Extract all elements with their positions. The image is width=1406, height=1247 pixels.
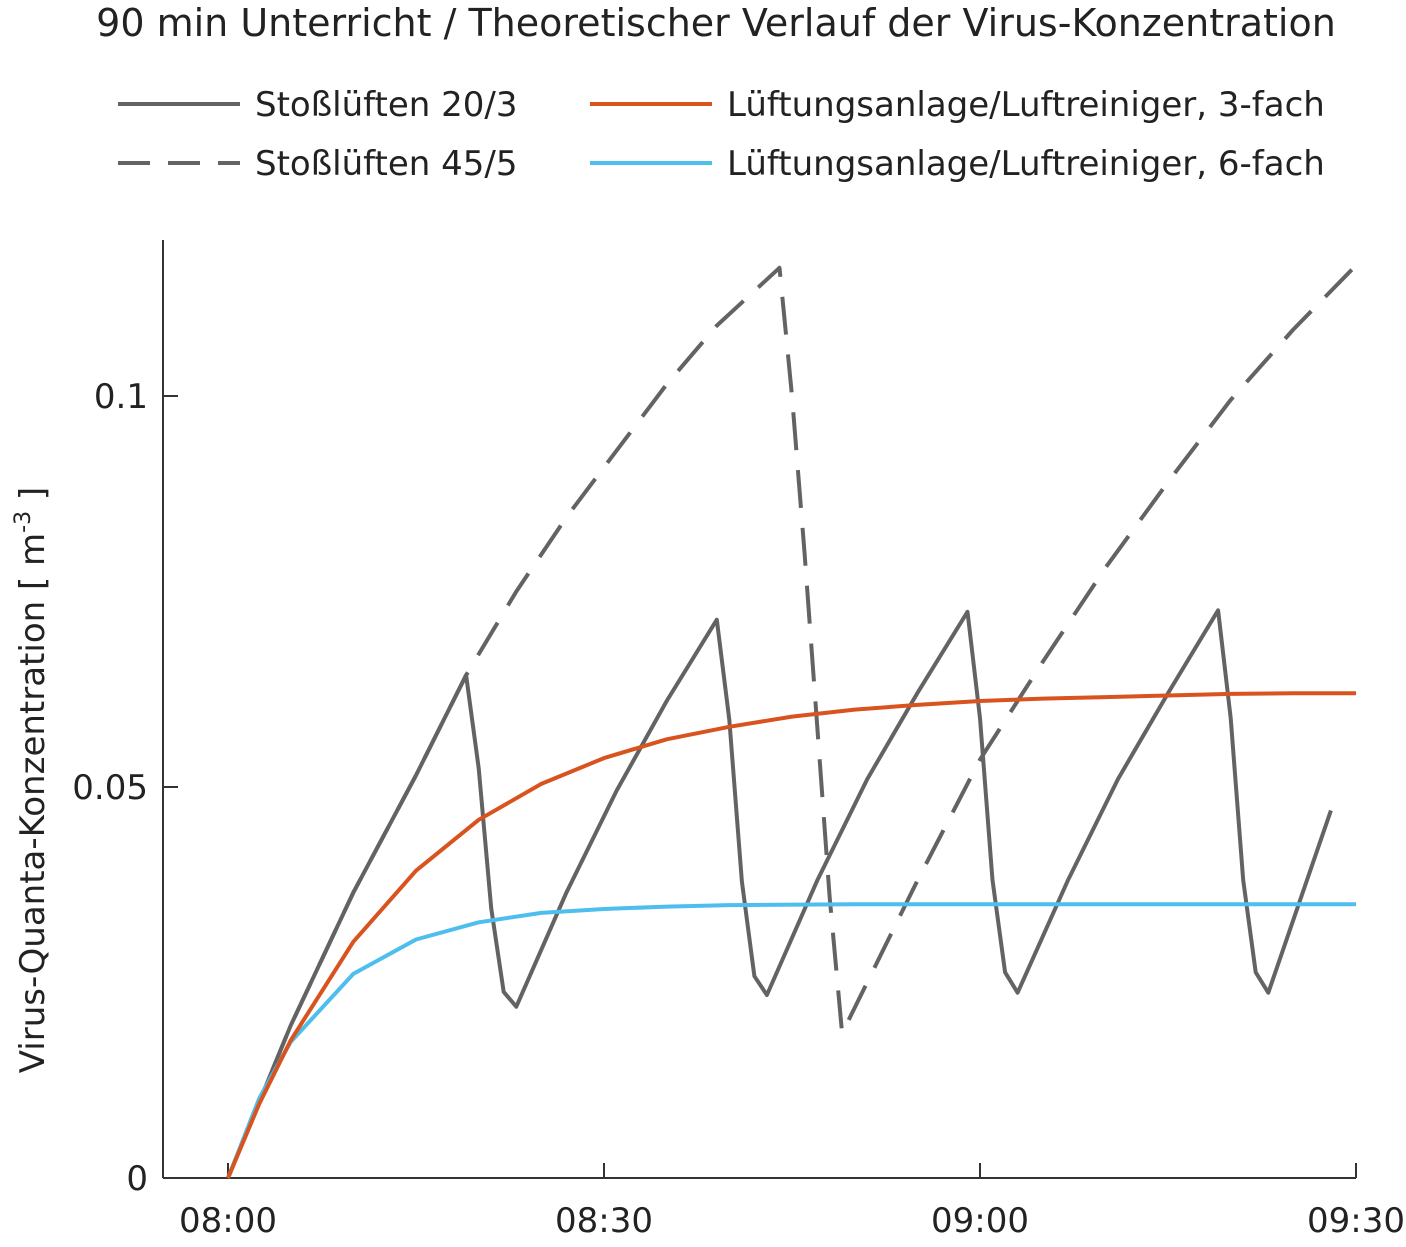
axes: 0 0.05 0.1 08:00 08:30 09:00 09:30: [72, 240, 1405, 1241]
y-tick-label: 0: [126, 1159, 148, 1199]
x-tick-label: 08:00: [179, 1201, 277, 1241]
y-tick-label: 0.05: [72, 768, 148, 808]
legend-label-1: Stoßlüften 45/5: [255, 144, 517, 184]
x-tick-label: 09:00: [931, 1201, 1029, 1241]
legend-label-3: Lüftungsanlage/Luftreiniger, 6-fach: [727, 144, 1325, 184]
x-tick-label: 08:30: [555, 1201, 653, 1241]
x-tick-label: 09:30: [1307, 1201, 1405, 1241]
legend-label-2: Lüftungsanlage/Luftreiniger, 3-fach: [727, 85, 1325, 125]
series-line-1: [226, 264, 1358, 1179]
series-line-3: [226, 902, 1356, 1179]
y-tick-label: 0.1: [94, 377, 148, 417]
y-axis-label: Virus-Quanta-Konzentration [ m-3 ]: [11, 487, 53, 1073]
series-line-0: [226, 608, 1333, 1179]
chart-title: 90 min Unterricht / Theoretischer Verlau…: [96, 1, 1336, 45]
plot-area: [226, 264, 1358, 1179]
legend-label-0: Stoßlüften 20/3: [255, 85, 517, 125]
legend: Stoßlüften 20/3 Stoßlüften 45/5 Lüftungsan…: [118, 85, 1325, 184]
series-line-2: [226, 691, 1356, 1179]
